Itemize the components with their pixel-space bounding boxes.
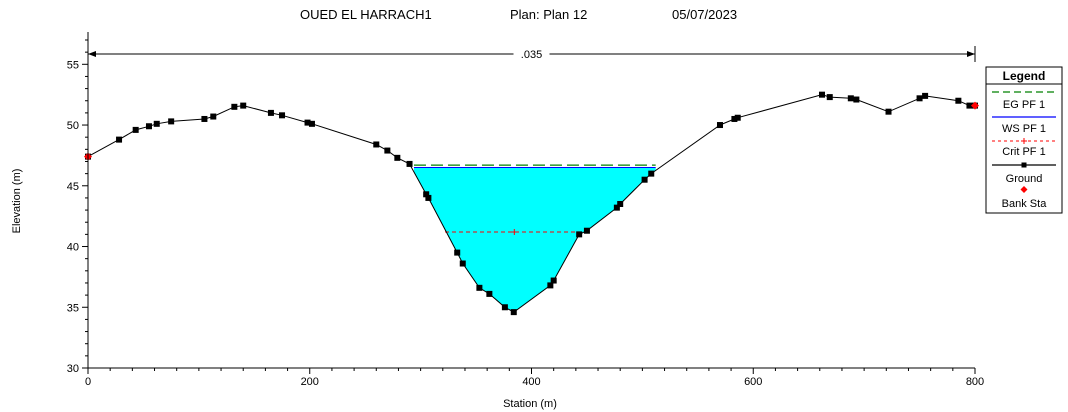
ground-point-21	[459, 260, 466, 267]
ground-point-44	[955, 97, 962, 104]
water-fill	[414, 167, 656, 313]
x-tick-label-400: 400	[522, 376, 540, 388]
legend-label-eg: EG PF 1	[1003, 99, 1045, 111]
ground-point-25	[510, 309, 517, 316]
ground-point-45	[966, 102, 973, 109]
ground-point-15	[384, 147, 391, 154]
y-tick-label-45: 45	[67, 181, 79, 193]
ground-point-29	[583, 227, 590, 234]
y-tick-label-40: 40	[67, 242, 79, 254]
manning-label-bg	[513, 47, 550, 61]
legend-label-ws: WS PF 1	[1002, 123, 1046, 135]
y-tick-label-50: 50	[67, 120, 79, 132]
ground-point-20	[454, 249, 461, 256]
ground-point-36	[734, 114, 741, 121]
ground-point-11	[279, 112, 286, 119]
ground-point-14	[373, 141, 380, 148]
legend-label-ground: Ground	[1006, 173, 1043, 185]
ground-point-22	[476, 284, 483, 291]
ground-point-27	[550, 277, 557, 284]
x-tick-label-800: 800	[966, 376, 984, 388]
ground-point-9	[240, 102, 247, 109]
y-tick-label-35: 35	[67, 302, 79, 314]
ground-point-13	[308, 120, 315, 127]
ground-point-12	[304, 119, 311, 126]
ground-point-16	[394, 154, 401, 161]
x-tick-label-200: 200	[301, 376, 319, 388]
ground-point-26	[547, 282, 554, 289]
plot-area: 30 35 40 45 50 55 0 200 400 600 800 .035	[67, 32, 984, 388]
legend-crit-marker	[1021, 138, 1027, 144]
x-axis-label: Station (m)	[503, 398, 557, 410]
ground-point-19	[425, 194, 432, 201]
ground-point-17	[406, 160, 413, 167]
chart-title-river: OUED EL HARRACH1	[300, 7, 432, 22]
ground-point-18	[423, 191, 430, 198]
y-tick-label-55: 55	[67, 59, 79, 71]
legend-title: Legend	[1003, 69, 1046, 83]
ground-point-35	[731, 115, 738, 122]
x-tick-label-600: 600	[744, 376, 762, 388]
ground-point-30	[613, 204, 620, 211]
ground-point-40	[853, 96, 860, 103]
ground-point-2	[132, 126, 139, 133]
legend-ground-marker	[1021, 162, 1027, 168]
ground-point-37	[818, 91, 825, 98]
ground-point-3	[145, 123, 152, 130]
ground-point-23	[486, 290, 493, 297]
ground-point-43	[922, 92, 929, 99]
ground-point-31	[617, 201, 624, 207]
ground-point-38	[826, 94, 833, 101]
ground-point-42	[916, 95, 923, 102]
manning-left-arrow	[88, 51, 96, 57]
manning-right-arrow	[967, 51, 975, 57]
ground-point-1	[116, 136, 123, 143]
manning-label: .035	[521, 49, 542, 61]
chart-title-date: 05/07/2023	[672, 7, 737, 22]
ground-point-34	[716, 122, 723, 129]
crit-marker	[511, 228, 518, 235]
ground-point-32	[641, 176, 648, 183]
ground-point-39	[847, 95, 854, 102]
legend: Legend EG PF 1 WS PF 1 Crit PF 1 Ground …	[985, 66, 1063, 214]
legend-bank-marker	[1020, 186, 1028, 193]
ground-point-10	[267, 109, 274, 116]
x-tick-label-0: 0	[85, 376, 91, 388]
ground-point-24	[501, 304, 508, 311]
bank-station-marker-1	[971, 101, 979, 110]
ground-point-41	[885, 108, 892, 115]
ground-point-4	[153, 120, 160, 127]
chart-title-plan: Plan: Plan 12	[510, 7, 587, 22]
ground-point-28	[576, 231, 583, 238]
legend-label-crit: Crit PF 1	[1002, 146, 1045, 158]
ground-point-6	[201, 115, 208, 122]
y-axis-label: Elevation (m)	[11, 169, 23, 234]
ground-point-8	[231, 103, 238, 110]
legend-label-bank: Bank Sta	[1002, 198, 1048, 210]
ground-point-33	[648, 170, 655, 177]
ground-point-7	[210, 113, 217, 120]
y-tick-label-30: 30	[67, 363, 79, 375]
ground-point-5	[168, 118, 175, 125]
